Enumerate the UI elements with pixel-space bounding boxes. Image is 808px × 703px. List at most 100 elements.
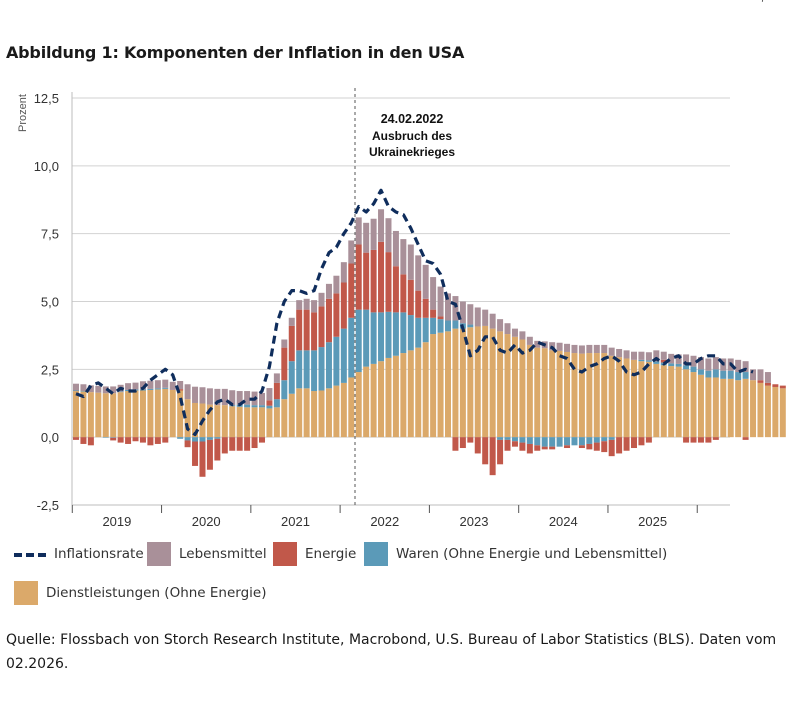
x-tick-label: 2021 [281,514,310,529]
bar-goods [385,311,392,358]
bar-services [437,332,444,438]
bar-services [742,378,749,438]
bar-services [378,361,385,438]
bar-food [608,347,615,356]
bar-goods [154,388,161,390]
bar-energy [660,359,667,363]
bar-goods [259,405,265,408]
bar-food [340,262,347,283]
bar-energy [184,440,191,448]
bar-services [236,406,243,438]
bar-goods [504,437,511,440]
bar-goods [556,437,563,447]
bar-food [80,384,87,392]
bar-goods [541,437,548,447]
bar-food [273,373,280,383]
bar-food [415,255,422,291]
bar-services [586,353,593,438]
bar-services [259,407,265,438]
bar-services [355,372,362,438]
bar-energy [437,316,444,320]
y-tick-label: 12,5 [34,91,59,106]
bar-services [348,377,355,438]
bar-goods [199,437,206,442]
bar-services [102,393,109,438]
bar-food [177,381,184,390]
y-tick-label: 5,0 [41,295,59,310]
bar-services [229,406,236,438]
bar-goods [735,372,742,381]
bar-services [697,374,704,438]
bar-energy [764,382,771,386]
bar-energy [601,441,608,453]
bar-services [303,388,310,438]
bar-services [325,388,332,438]
bar-food [474,307,481,327]
bar-goods [296,350,303,389]
bar-food [162,379,169,388]
bar-energy [370,249,377,313]
bar-food [400,239,407,275]
bar-goods [653,361,660,364]
annotation-line2: Ukrainekrieges [369,145,455,159]
legend-item-inflation: Inflationsrate [14,542,144,566]
bar-energy [504,439,511,451]
bar-goods [445,320,451,332]
bar-services [169,389,176,438]
bar-food [378,209,385,242]
bar-food [705,358,712,371]
bar-services [80,391,87,438]
bar-services [489,328,496,438]
bar-goods [526,437,533,444]
bar-goods [437,319,444,333]
bar-energy [117,437,124,443]
bar-goods [407,315,414,351]
bar-services [616,357,623,438]
bar-food [757,369,764,381]
annotation-date: 24.02.2022 [381,112,444,126]
bar-services [564,351,571,438]
bar-food [683,354,690,366]
bar-food [616,348,623,358]
bar-services [73,391,79,438]
bar-services [422,342,429,438]
bar-goods [303,350,310,389]
bar-energy [742,437,749,440]
bar-energy [288,325,295,362]
bar-services [675,366,682,438]
bar-services [251,407,258,438]
bar-energy [697,437,704,443]
bar-services [311,391,318,438]
energy-swatch-icon [273,542,297,566]
bar-food [206,388,213,405]
x-axis: 2019 2020 2021 2022 2023 2024 2025 [71,504,730,529]
bar-food [690,355,697,367]
y-tick-label: -2,5 [37,498,59,513]
bar-food [363,222,370,253]
bar-food [497,319,504,332]
bar-goods [251,405,258,408]
annotation: 24.02.2022 Ausbruch des Ukrainekrieges 2,4 … [355,0,787,505]
bar-services [712,377,719,438]
bar-energy [549,446,556,450]
bar-energy [683,437,690,443]
bar-energy [378,241,385,313]
bar-energy [645,437,652,443]
bar-energy [757,380,764,383]
bar-energy [541,446,548,450]
bar-energy [452,437,459,451]
bar-goods [415,317,422,348]
bar-services [266,408,273,438]
bar-goods [363,309,370,367]
bar-food [556,342,563,351]
bar-food [221,388,228,406]
bar-goods [422,317,429,343]
bar-goods [645,360,652,362]
bar-goods [311,350,318,392]
bar-food [452,296,459,321]
bar-goods [578,437,585,446]
bar-food [192,386,199,403]
bar-energy [519,442,526,451]
bar-energy [564,445,571,449]
bar-goods [102,437,109,438]
